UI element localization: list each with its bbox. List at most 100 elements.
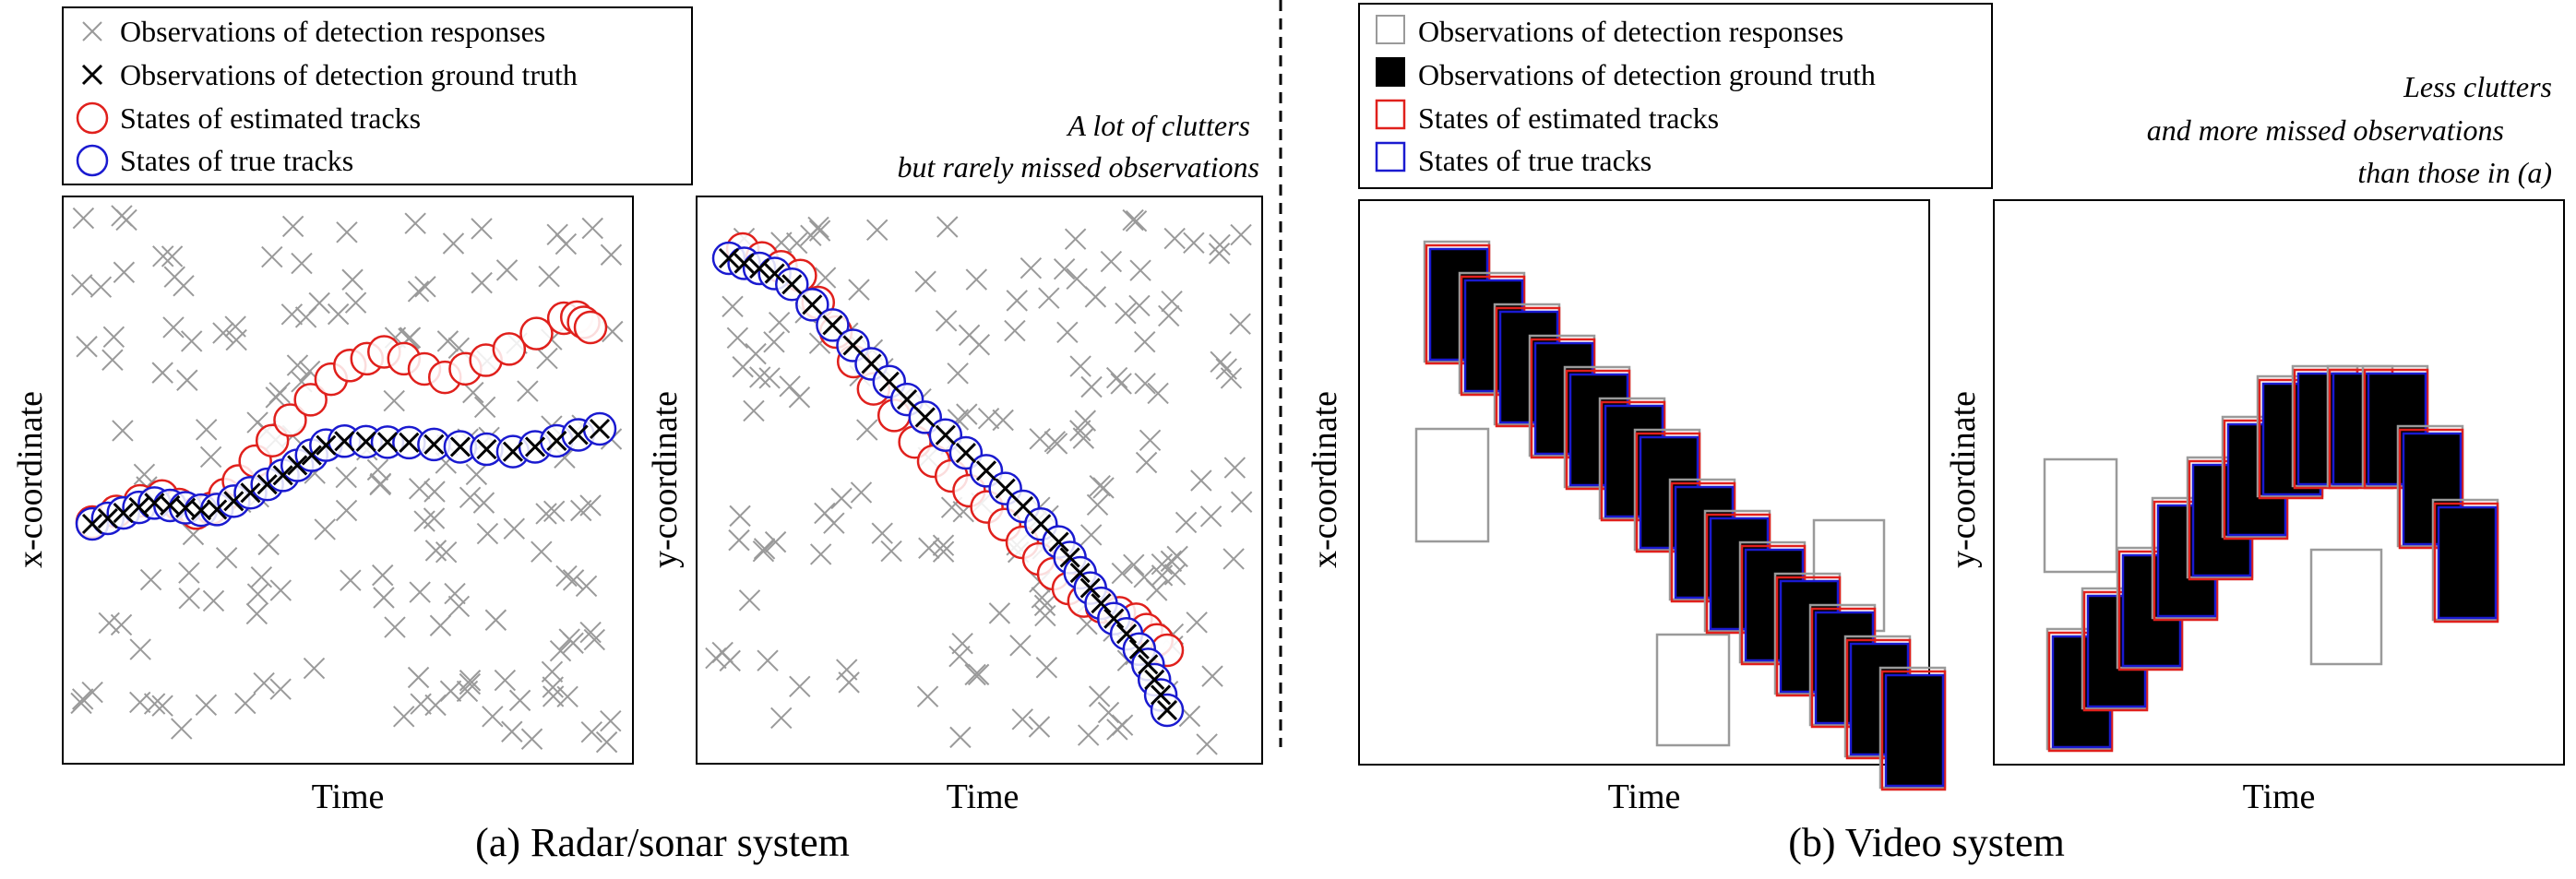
clutter-cross-stroke [935, 310, 958, 332]
ground-truth-stroke [449, 436, 471, 457]
clutter-cross-stroke [269, 579, 292, 601]
ground-truth-cross [301, 445, 322, 466]
clutter-cross-stroke [1004, 319, 1026, 342]
clutter-cross-stroke [581, 217, 603, 240]
legend-b-symbol-3 [1375, 141, 1406, 172]
clutter-cross [429, 614, 452, 636]
clutter-cross [520, 728, 543, 750]
clutter-cross [836, 659, 858, 681]
clutter-cross [1020, 256, 1043, 279]
clutter-cross-stroke [763, 331, 785, 353]
ground-truth-box [1886, 675, 1943, 786]
clutter-cross [814, 267, 837, 289]
clutter-cross-stroke [423, 507, 446, 529]
clutter-cross-stroke [102, 326, 125, 349]
clutter-cross-stroke [579, 621, 602, 644]
clutter-cross-stroke [447, 595, 471, 618]
clutter-cross-stroke [1186, 612, 1208, 634]
clutter-cross [531, 540, 553, 563]
panel-a: Observations of detection responses Obse… [11, 6, 1263, 865]
plot-a2-xlabel: Time [947, 778, 1020, 816]
clutter-cross [1199, 505, 1222, 528]
clutter-cross [72, 688, 94, 710]
clutter-cross-stroke [442, 232, 465, 255]
plot-b2-boxes [2043, 364, 2499, 753]
clutter-cross [1134, 330, 1156, 353]
ground-truth-cross [1012, 495, 1034, 517]
clutter-cross [335, 466, 357, 489]
clutter-cross [770, 707, 793, 730]
plot-b1-ylabel: x-coordinate [1306, 391, 1344, 568]
clutter-cross [1097, 701, 1120, 724]
clutter-cross-stroke [1135, 451, 1158, 474]
clutter-cross-stroke [269, 678, 292, 700]
clutter-cross-stroke [265, 386, 287, 409]
clutter-cross-stroke [768, 311, 791, 334]
clutter-cross [1115, 302, 1137, 325]
clutter-cross-stroke [856, 419, 878, 441]
clutter-cross [535, 503, 557, 525]
clutter-cross [280, 303, 304, 326]
clutter-cross-stroke [1031, 587, 1054, 609]
legend-b: Observations of detection responses Obse… [1358, 3, 1993, 189]
clutter-cross-stroke [1134, 373, 1156, 395]
ground-truth-stroke [1151, 684, 1172, 706]
ground-truth-cross [223, 491, 244, 512]
ground-truth-cross [781, 274, 803, 295]
ground-truth-box [2439, 507, 2496, 618]
clutter-cross-stroke [1175, 511, 1198, 534]
clutter-cross [757, 649, 779, 671]
clutter-cross [408, 478, 431, 500]
clutter-cross [918, 537, 940, 559]
clutter-cross [583, 628, 605, 651]
plot-a1-clutter [70, 205, 624, 754]
clutter-cross [484, 609, 507, 631]
clutter-cross [72, 207, 95, 230]
clutter-cross-stroke [1133, 566, 1155, 588]
ground-truth-cross [334, 431, 355, 452]
ground-truth-stroke [897, 389, 918, 410]
clutter-cross [465, 463, 488, 486]
clutter-cross-stroke [1029, 428, 1051, 450]
clutter-cross [335, 499, 358, 522]
clutter-cross [366, 458, 389, 481]
clutter-cross-stroke [253, 671, 275, 695]
clutter-cross-stroke [482, 706, 504, 728]
clutter-cross [1145, 579, 1168, 601]
clutter-cross-stroke [327, 303, 350, 326]
clutter-cross-stroke [1106, 719, 1128, 741]
clutter-cross [1160, 550, 1183, 573]
clutter-cross-stroke [770, 707, 793, 730]
clutter-cross [1135, 451, 1158, 474]
clutter-cross [195, 694, 218, 717]
clutter-cross-stroke [212, 322, 234, 344]
clutter-cross [1209, 233, 1231, 256]
clutter-cross-stroke [1196, 733, 1218, 755]
clutter-cross [947, 362, 969, 385]
ground-truth-stroke [1079, 577, 1101, 599]
clutter-cross [830, 487, 853, 510]
ground-truth-stroke [1144, 669, 1165, 690]
plot-b2: y-coordinate Time [1944, 199, 2565, 816]
legend-b-label-2: States of estimated tracks [1418, 101, 1719, 135]
clutter-cross-stroke [549, 639, 572, 662]
legend-b-label-1: Observations of detection ground truth [1418, 58, 1876, 91]
ground-truth-stroke [1115, 624, 1138, 645]
clutter-cross [163, 266, 185, 288]
clutter-cross-stroke [749, 366, 771, 388]
clutter-cross-stroke [1069, 355, 1091, 377]
plot-b1-boxes [1414, 240, 1947, 791]
clutter-cross-stroke [245, 602, 268, 625]
clutter-cross [936, 216, 959, 238]
clutter-cross-stroke [383, 389, 405, 412]
caption-b: (b) Video system [1788, 820, 2065, 865]
clutter-cross [1110, 373, 1132, 395]
clutter-cross-stroke [918, 537, 940, 559]
clutter-cross-stroke [752, 540, 775, 563]
clutter-cross-stroke [459, 486, 482, 509]
clutter-cross [444, 582, 466, 605]
note-a-line-0: A lot of clutters [1066, 109, 1250, 142]
clutter-cross-stroke [303, 657, 326, 680]
ground-truth-cross [1151, 684, 1172, 706]
clutter-cross-stroke [1163, 227, 1186, 250]
